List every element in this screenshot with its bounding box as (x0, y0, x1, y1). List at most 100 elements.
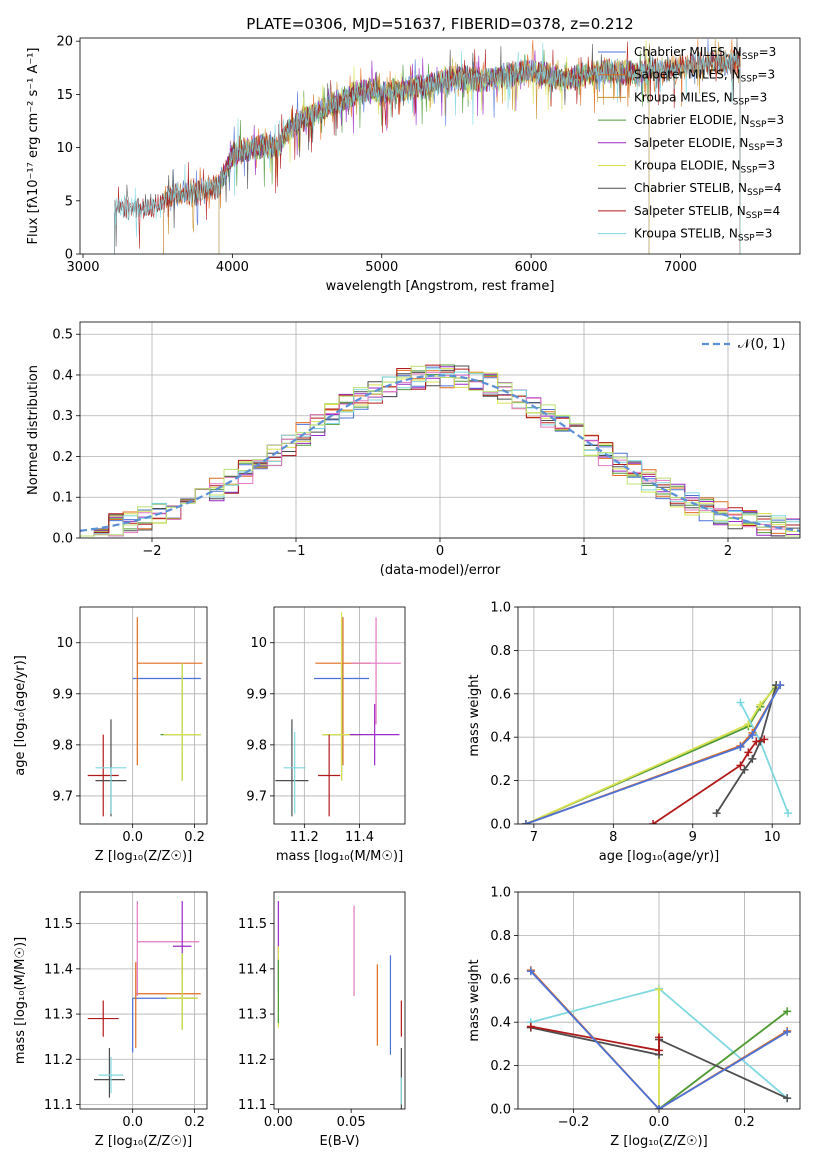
x-axis-label: wavelength [Angstrom, rest frame] (326, 279, 555, 294)
x-axis-label: Z [log₁₀(Z/Z☉)] (95, 1134, 192, 1149)
y-tick-label: 0.4 (490, 731, 511, 746)
y-tick-label: 11.4 (238, 962, 267, 977)
x-tick-label: −0.2 (558, 1115, 590, 1130)
line-series (526, 966, 792, 1109)
x-tick-label: 11.4 (345, 830, 374, 845)
x-tick-label: −1 (286, 544, 305, 559)
errorbar-points (87, 617, 203, 817)
panel-mass-weight-vs-age: 7 8 9 10 0.0 0.2 0.4 0.6 0.8 1.0 age [log₁₀(age/yr… (467, 601, 801, 864)
x-tick-label: 7000 (664, 260, 697, 275)
y-tick-label: 0.4 (52, 368, 73, 383)
x-tick-label: 0.2 (184, 830, 205, 845)
y-tick-label: 0.6 (490, 972, 511, 987)
x-tick-label: 0.0 (122, 1115, 143, 1130)
x-tick-label: 0.00 (264, 1115, 293, 1130)
y-tick-label: 9.8 (52, 738, 73, 753)
panel-age-vs-metallicity: 0.0 0.2 9.7 9.8 9.9 10 Z [log₁₀(Z/Z☉)] age [log… (13, 606, 208, 864)
series-line (658, 1010, 788, 1109)
x-tick-label: 2 (724, 544, 732, 559)
y-tick-label: 11.3 (44, 1008, 73, 1023)
y-tick-label: 20 (56, 35, 73, 50)
x-tick-label: 5000 (365, 260, 398, 275)
series-line (739, 702, 789, 814)
x-tick-label: 0.0 (649, 1115, 670, 1130)
y-tick-label: 15 (56, 88, 73, 103)
y-axis-label: Normed distribution (26, 365, 41, 495)
x-tick-label: 9 (689, 830, 697, 845)
x-tick-label: 0.2 (184, 1115, 205, 1130)
y-tick-label: 9.9 (246, 687, 267, 702)
y-tick-label: 0.0 (490, 1103, 511, 1118)
histogram-step (80, 365, 800, 538)
y-tick-label: 11.4 (44, 962, 73, 977)
x-tick-label: 0.0 (122, 830, 143, 845)
axes-frame (273, 606, 406, 825)
panel-residuals: −2 −1 0 1 2 0.0 0.1 0.2 0.3 0.4 0.5 (data-model)/er… (26, 321, 801, 578)
x-tick-label: 0.2 (734, 1115, 755, 1130)
x-tick-label: 10 (764, 830, 781, 845)
normal-curve (80, 374, 800, 532)
legend-entry: Kroupa ELODIE, NSSP=3 (634, 159, 775, 176)
x-axis-label: mass [log₁₀(M/M☉)] (276, 849, 403, 864)
y-tick-label: 0.8 (490, 929, 511, 944)
x-axis-label: E(B-V) (319, 1134, 359, 1149)
legend-entry: Chabrier MILES, NSSP=3 (634, 45, 776, 62)
axes-frame (79, 321, 801, 539)
y-tick-label: 0.2 (490, 1059, 511, 1074)
y-tick-label: 0.8 (490, 644, 511, 659)
x-tick-label: 1 (580, 544, 588, 559)
axes-frame (79, 606, 208, 825)
axes-frame (273, 891, 406, 1110)
y-tick-label: 9.7 (52, 789, 73, 804)
panel-age-vs-mass: 11.2 11.4 9.7 9.8 9.9 10 mass [log₁₀(M/M☉)] (246, 606, 406, 864)
errorbar-points (87, 901, 201, 1098)
legend-entry: 𝒩(0, 1) (738, 337, 785, 352)
y-tick-label: 10 (56, 141, 73, 156)
figure-title: PLATE=0306, MJD=51637, FIBERID=0378, z=0… (246, 15, 633, 33)
y-tick-label: 0.3 (52, 409, 73, 424)
histogram-series (80, 364, 800, 538)
legend-entry: Salpeter MILES, NSSP=3 (634, 68, 775, 85)
x-tick-label: 3000 (66, 260, 99, 275)
x-tick-label: 6000 (515, 260, 548, 275)
y-tick-label: 1.0 (490, 601, 511, 616)
histogram-step (80, 368, 800, 538)
series-line (530, 970, 788, 1109)
y-tick-label: 0.2 (490, 774, 511, 789)
x-axis-label: age [log₁₀(age/yr)] (599, 849, 720, 864)
y-tick-label: 0.4 (490, 1016, 511, 1031)
x-axis-label: Z [log₁₀(Z/Z☉)] (610, 1134, 707, 1149)
y-tick-label: 9.9 (52, 687, 73, 702)
y-tick-label: 0.0 (52, 532, 73, 547)
y-axis-label: mass [log₁₀(M/M☉)] (13, 937, 28, 1064)
x-tick-label: 0 (436, 544, 444, 559)
histogram-step (80, 369, 800, 538)
legend-entry: Salpeter STELIB, NSSP=4 (634, 204, 780, 221)
y-tick-label: 0.2 (52, 450, 73, 465)
y-tick-label: 5 (65, 194, 73, 209)
y-tick-label: 0.5 (52, 328, 73, 343)
x-tick-label: 4000 (216, 260, 249, 275)
axes-frame (79, 37, 801, 255)
y-axis-label: mass weight (467, 674, 482, 756)
axes-frame (79, 891, 208, 1110)
legend-entry: Chabrier ELODIE, NSSP=3 (634, 113, 784, 130)
x-tick-label: 11.2 (290, 830, 319, 845)
y-tick-label: 11.3 (238, 1008, 267, 1023)
y-tick-label: 10 (56, 636, 73, 651)
y-tick-label: 11.2 (238, 1053, 267, 1068)
axes-frame (517, 606, 801, 825)
series-line (715, 684, 778, 814)
series-line (525, 684, 781, 824)
y-tick-label: 0.0 (490, 818, 511, 833)
errorbar-points (277, 901, 402, 1109)
x-tick-label: 8 (609, 830, 617, 845)
axes-frame (517, 891, 801, 1110)
x-tick-label: 7 (530, 830, 538, 845)
x-axis-label: Z [log₁₀(Z/Z☉)] (95, 849, 192, 864)
legend-entry: Salpeter ELODIE, NSSP=3 (634, 136, 783, 153)
y-tick-label: 11.5 (44, 917, 73, 932)
legend-entry: Kroupa STELIB, NSSP=3 (634, 227, 772, 244)
panel-mass-vs-metallicity: 0.0 0.2 11.1 11.2 11.3 11.4 11.5 Z [log₁₀(Z/Z☉)… (13, 891, 208, 1149)
